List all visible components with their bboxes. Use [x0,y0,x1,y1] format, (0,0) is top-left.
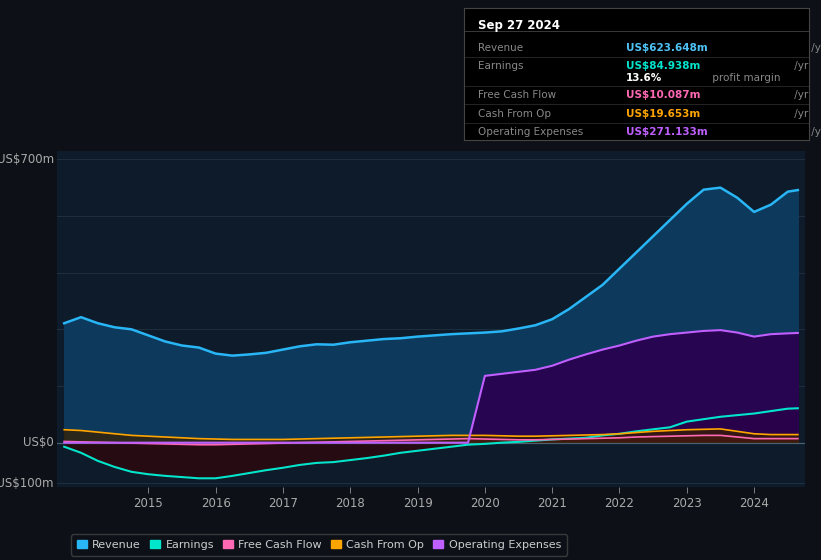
Text: /yr: /yr [808,43,821,53]
Text: 13.6%: 13.6% [626,73,663,83]
Text: US$623.648m: US$623.648m [626,43,708,53]
Text: profit margin: profit margin [709,73,780,83]
Text: -US$100m: -US$100m [0,477,53,489]
Text: US$0: US$0 [23,436,53,449]
Text: /yr: /yr [791,61,809,71]
Text: Free Cash Flow: Free Cash Flow [478,90,556,100]
Text: /yr: /yr [808,127,821,137]
Text: US$271.133m: US$271.133m [626,127,708,137]
Text: /yr: /yr [791,90,809,100]
Text: Operating Expenses: Operating Expenses [478,127,583,137]
Text: US$19.653m: US$19.653m [626,109,700,119]
Text: Earnings: Earnings [478,61,523,71]
Legend: Revenue, Earnings, Free Cash Flow, Cash From Op, Operating Expenses: Revenue, Earnings, Free Cash Flow, Cash … [71,534,566,556]
Text: US$84.938m: US$84.938m [626,61,700,71]
Text: Revenue: Revenue [478,43,523,53]
Text: US$10.087m: US$10.087m [626,90,700,100]
Text: Sep 27 2024: Sep 27 2024 [478,19,560,32]
Text: US$700m: US$700m [0,153,53,166]
Text: Cash From Op: Cash From Op [478,109,551,119]
Text: /yr: /yr [791,109,809,119]
